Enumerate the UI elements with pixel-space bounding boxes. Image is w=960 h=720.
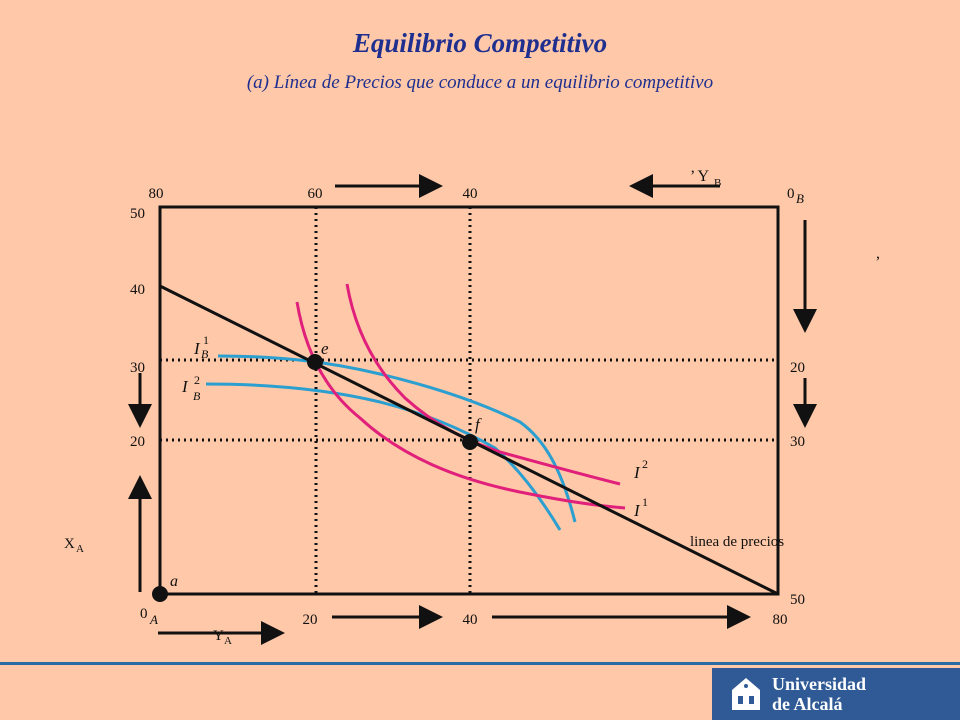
origin-b-label: 0 (787, 186, 795, 202)
xa-label: X (64, 536, 75, 552)
point-e-marker (307, 354, 323, 370)
university-logo: Universidad de Alcalá (712, 668, 960, 720)
yb-label: ’ Y (690, 168, 710, 185)
ib1-label: I (193, 339, 201, 358)
footer-divider (0, 662, 960, 665)
point-f-label: f (475, 415, 482, 434)
tick-right-0: 20 (790, 360, 805, 376)
university-crest-icon (732, 678, 760, 710)
tick-left-1: 40 (130, 282, 145, 298)
logo-line-2: de Alcalá (772, 694, 843, 714)
ib1-subscript: B (201, 347, 209, 361)
origin-b-subscript: B (796, 191, 804, 206)
point-a-marker (152, 586, 168, 602)
page-title: Equilibrio Competitivo (352, 28, 608, 58)
tick-bottom-1: 40 (463, 612, 478, 628)
ib2-label: I (181, 377, 189, 396)
point-a-label: a (170, 573, 178, 590)
xa-subscript: A (76, 543, 84, 555)
tick-bottom-0: 20 (303, 612, 318, 628)
tick-left-3: 20 (130, 434, 145, 450)
indifference-curve-ib1 (217, 354, 577, 523)
tick-top-1: 60 (308, 186, 323, 202)
yb-subscript: B (714, 177, 721, 189)
ia1-superscript: 1 (642, 495, 648, 509)
tick-top-2: 40 (463, 186, 478, 202)
tick-right-1: 30 (790, 434, 805, 450)
ib2-subscript: B (193, 389, 201, 403)
tick-right-2: 50 (790, 592, 805, 608)
tick-top-0: 80 (149, 186, 164, 202)
stray-mark: , (876, 245, 880, 262)
ia2-label: I (633, 463, 641, 482)
ib2-superscript: 2 (194, 373, 200, 387)
point-f-marker (462, 434, 478, 450)
logo-line-1: Universidad (772, 674, 867, 694)
price-line-label: linea de precios (690, 534, 784, 550)
tick-bottom-2: 80 (773, 612, 788, 628)
ia1-label: I (633, 501, 641, 520)
indifference-curve-ib2 (205, 382, 562, 531)
page-subtitle: (a) Línea de Precios que conduce a un eq… (246, 72, 714, 93)
indifference-curve-ia2 (345, 283, 621, 486)
origin-a-subscript: A (149, 612, 158, 627)
point-e-label: e (321, 339, 329, 358)
ya-subscript: A (224, 635, 232, 647)
ib1-superscript: 1 (203, 333, 209, 347)
ia2-superscript: 2 (642, 457, 648, 471)
tick-left-2: 30 (130, 360, 145, 376)
ya-label: Y (213, 628, 224, 644)
indifference-curve-ia1 (295, 301, 626, 510)
tick-left-0: 50 (130, 206, 145, 222)
edgeworth-box-diagram: 80 60 40 0 B ’ Y B 50 40 30 20 20 30 50 … (64, 168, 880, 647)
origin-a-label: 0 (140, 606, 148, 622)
